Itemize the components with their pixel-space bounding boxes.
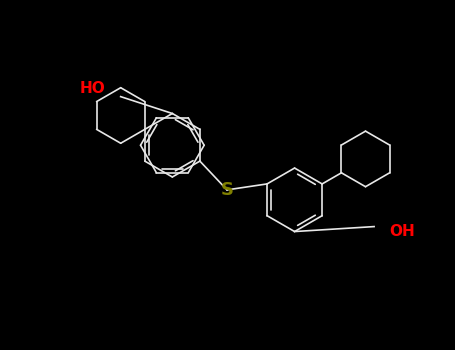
Text: S: S [221, 181, 233, 199]
Text: HO: HO [80, 81, 106, 96]
Text: OH: OH [389, 224, 415, 239]
